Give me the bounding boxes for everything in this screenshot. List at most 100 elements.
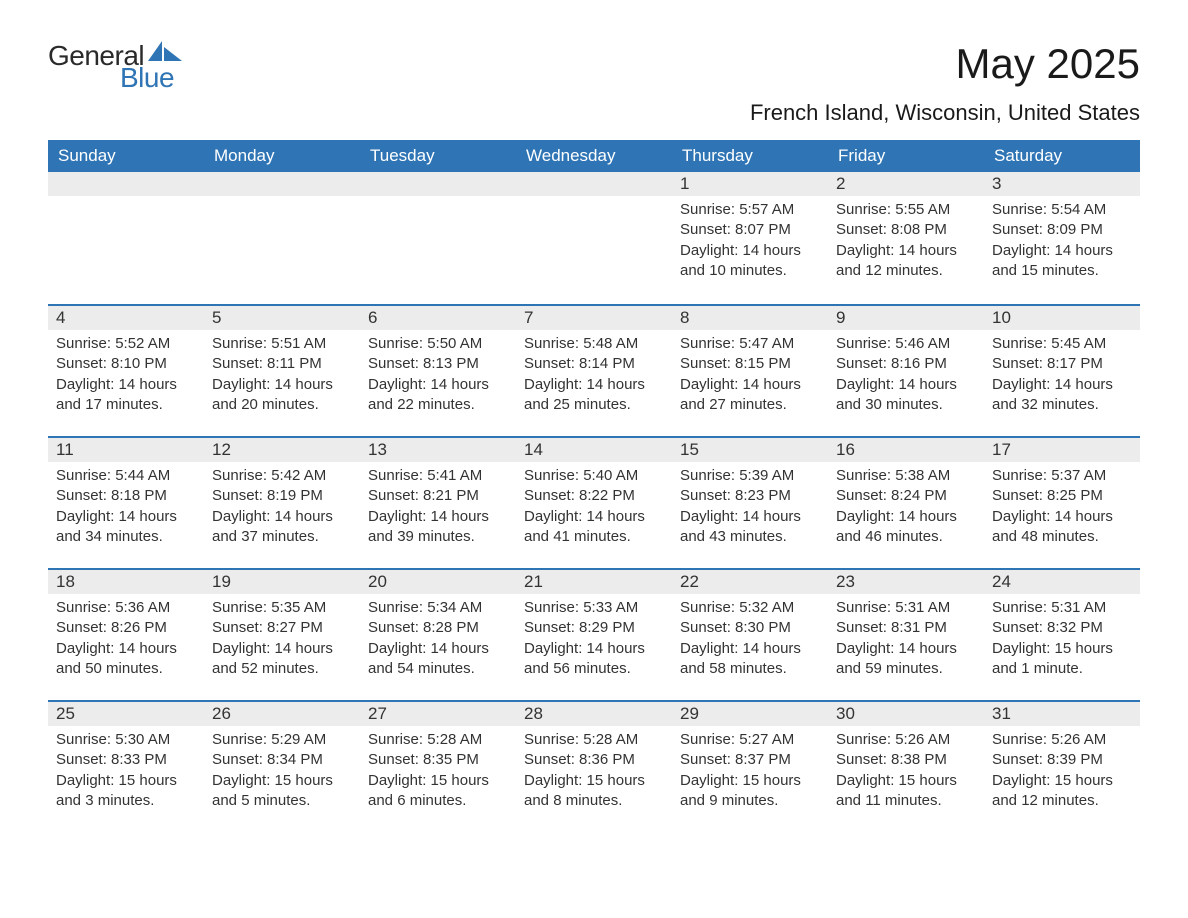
day-number: 31 (984, 700, 1140, 726)
sunrise-text: Sunrise: 5:31 AM (992, 598, 1132, 618)
daylight-text: Daylight: 14 hours and 56 minutes. (524, 639, 664, 680)
day-number: 19 (204, 568, 360, 594)
day-number: 17 (984, 436, 1140, 462)
sunrise-text: Sunrise: 5:36 AM (56, 598, 196, 618)
day-body: Sunrise: 5:51 AMSunset: 8:11 PMDaylight:… (204, 330, 360, 425)
day-body: Sunrise: 5:38 AMSunset: 8:24 PMDaylight:… (828, 462, 984, 557)
calendar-week-row: 25Sunrise: 5:30 AMSunset: 8:33 PMDayligh… (48, 700, 1140, 832)
sunrise-text: Sunrise: 5:40 AM (524, 466, 664, 486)
calendar-week-row: 4Sunrise: 5:52 AMSunset: 8:10 PMDaylight… (48, 304, 1140, 436)
daylight-text: Daylight: 14 hours and 37 minutes. (212, 507, 352, 548)
day-number (360, 172, 516, 196)
calendar-cell: 21Sunrise: 5:33 AMSunset: 8:29 PMDayligh… (516, 568, 672, 700)
sunset-text: Sunset: 8:32 PM (992, 618, 1132, 638)
calendar-cell: 17Sunrise: 5:37 AMSunset: 8:25 PMDayligh… (984, 436, 1140, 568)
calendar-table: Sunday Monday Tuesday Wednesday Thursday… (48, 140, 1140, 832)
sunrise-text: Sunrise: 5:30 AM (56, 730, 196, 750)
calendar-cell (516, 172, 672, 304)
day-body (204, 196, 360, 286)
daylight-text: Daylight: 15 hours and 9 minutes. (680, 771, 820, 812)
calendar-cell: 2Sunrise: 5:55 AMSunset: 8:08 PMDaylight… (828, 172, 984, 304)
calendar-cell: 31Sunrise: 5:26 AMSunset: 8:39 PMDayligh… (984, 700, 1140, 832)
sunset-text: Sunset: 8:10 PM (56, 354, 196, 374)
daylight-text: Daylight: 14 hours and 43 minutes. (680, 507, 820, 548)
daylight-text: Daylight: 14 hours and 20 minutes. (212, 375, 352, 416)
day-number: 28 (516, 700, 672, 726)
calendar-cell: 28Sunrise: 5:28 AMSunset: 8:36 PMDayligh… (516, 700, 672, 832)
calendar-cell: 14Sunrise: 5:40 AMSunset: 8:22 PMDayligh… (516, 436, 672, 568)
daylight-text: Daylight: 15 hours and 12 minutes. (992, 771, 1132, 812)
daylight-text: Daylight: 14 hours and 10 minutes. (680, 241, 820, 282)
day-body: Sunrise: 5:46 AMSunset: 8:16 PMDaylight:… (828, 330, 984, 425)
daylight-text: Daylight: 14 hours and 48 minutes. (992, 507, 1132, 548)
day-number: 26 (204, 700, 360, 726)
sunrise-text: Sunrise: 5:32 AM (680, 598, 820, 618)
day-number: 22 (672, 568, 828, 594)
day-body: Sunrise: 5:50 AMSunset: 8:13 PMDaylight:… (360, 330, 516, 425)
day-number: 13 (360, 436, 516, 462)
day-number (204, 172, 360, 196)
sunset-text: Sunset: 8:08 PM (836, 220, 976, 240)
daylight-text: Daylight: 14 hours and 25 minutes. (524, 375, 664, 416)
day-body: Sunrise: 5:32 AMSunset: 8:30 PMDaylight:… (672, 594, 828, 689)
day-number: 18 (48, 568, 204, 594)
calendar-cell: 25Sunrise: 5:30 AMSunset: 8:33 PMDayligh… (48, 700, 204, 832)
sunset-text: Sunset: 8:11 PM (212, 354, 352, 374)
daylight-text: Daylight: 14 hours and 15 minutes. (992, 241, 1132, 282)
day-body: Sunrise: 5:33 AMSunset: 8:29 PMDaylight:… (516, 594, 672, 689)
daylight-text: Daylight: 14 hours and 39 minutes. (368, 507, 508, 548)
weekday-header-row: Sunday Monday Tuesday Wednesday Thursday… (48, 140, 1140, 172)
calendar-cell: 15Sunrise: 5:39 AMSunset: 8:23 PMDayligh… (672, 436, 828, 568)
day-number: 16 (828, 436, 984, 462)
sunrise-text: Sunrise: 5:27 AM (680, 730, 820, 750)
daylight-text: Daylight: 14 hours and 50 minutes. (56, 639, 196, 680)
sunset-text: Sunset: 8:37 PM (680, 750, 820, 770)
sunset-text: Sunset: 8:17 PM (992, 354, 1132, 374)
sunrise-text: Sunrise: 5:26 AM (992, 730, 1132, 750)
day-number: 20 (360, 568, 516, 594)
calendar-cell: 22Sunrise: 5:32 AMSunset: 8:30 PMDayligh… (672, 568, 828, 700)
day-number: 8 (672, 304, 828, 330)
sunrise-text: Sunrise: 5:34 AM (368, 598, 508, 618)
sunset-text: Sunset: 8:34 PM (212, 750, 352, 770)
weekday-header: Sunday (48, 140, 204, 172)
day-body: Sunrise: 5:31 AMSunset: 8:31 PMDaylight:… (828, 594, 984, 689)
day-number: 27 (360, 700, 516, 726)
sunset-text: Sunset: 8:18 PM (56, 486, 196, 506)
day-number: 11 (48, 436, 204, 462)
calendar-cell: 30Sunrise: 5:26 AMSunset: 8:38 PMDayligh… (828, 700, 984, 832)
day-number: 14 (516, 436, 672, 462)
sunrise-text: Sunrise: 5:28 AM (368, 730, 508, 750)
sunrise-text: Sunrise: 5:45 AM (992, 334, 1132, 354)
calendar-cell: 20Sunrise: 5:34 AMSunset: 8:28 PMDayligh… (360, 568, 516, 700)
day-number: 30 (828, 700, 984, 726)
sunrise-text: Sunrise: 5:44 AM (56, 466, 196, 486)
sunset-text: Sunset: 8:30 PM (680, 618, 820, 638)
sunrise-text: Sunrise: 5:52 AM (56, 334, 196, 354)
brand-logo: General Blue (48, 40, 182, 94)
day-body: Sunrise: 5:34 AMSunset: 8:28 PMDaylight:… (360, 594, 516, 689)
sunset-text: Sunset: 8:24 PM (836, 486, 976, 506)
day-body: Sunrise: 5:29 AMSunset: 8:34 PMDaylight:… (204, 726, 360, 821)
daylight-text: Daylight: 15 hours and 1 minute. (992, 639, 1132, 680)
calendar-cell: 7Sunrise: 5:48 AMSunset: 8:14 PMDaylight… (516, 304, 672, 436)
weekday-header: Saturday (984, 140, 1140, 172)
day-number (516, 172, 672, 196)
calendar-cell: 13Sunrise: 5:41 AMSunset: 8:21 PMDayligh… (360, 436, 516, 568)
daylight-text: Daylight: 14 hours and 22 minutes. (368, 375, 508, 416)
calendar-cell: 4Sunrise: 5:52 AMSunset: 8:10 PMDaylight… (48, 304, 204, 436)
day-body: Sunrise: 5:47 AMSunset: 8:15 PMDaylight:… (672, 330, 828, 425)
day-body: Sunrise: 5:37 AMSunset: 8:25 PMDaylight:… (984, 462, 1140, 557)
calendar-cell: 26Sunrise: 5:29 AMSunset: 8:34 PMDayligh… (204, 700, 360, 832)
calendar-cell: 12Sunrise: 5:42 AMSunset: 8:19 PMDayligh… (204, 436, 360, 568)
sunrise-text: Sunrise: 5:50 AM (368, 334, 508, 354)
calendar-cell: 1Sunrise: 5:57 AMSunset: 8:07 PMDaylight… (672, 172, 828, 304)
daylight-text: Daylight: 14 hours and 17 minutes. (56, 375, 196, 416)
weekday-header: Friday (828, 140, 984, 172)
day-body: Sunrise: 5:28 AMSunset: 8:35 PMDaylight:… (360, 726, 516, 821)
calendar-cell: 6Sunrise: 5:50 AMSunset: 8:13 PMDaylight… (360, 304, 516, 436)
weekday-header: Wednesday (516, 140, 672, 172)
sunrise-text: Sunrise: 5:55 AM (836, 200, 976, 220)
sunset-text: Sunset: 8:23 PM (680, 486, 820, 506)
day-body: Sunrise: 5:40 AMSunset: 8:22 PMDaylight:… (516, 462, 672, 557)
